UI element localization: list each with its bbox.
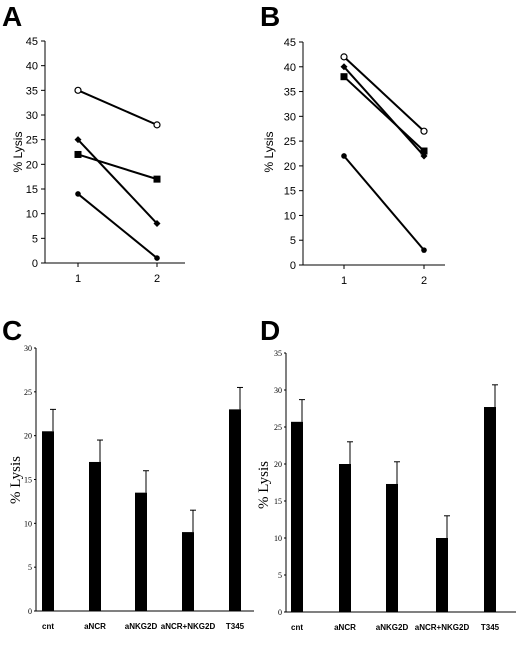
bar <box>182 532 194 611</box>
panel-letter-b: B <box>260 1 280 32</box>
x-tick-label: 1 <box>75 273 81 285</box>
y-tick-label: 40 <box>26 61 38 73</box>
x-tick-label: 2 <box>154 273 160 285</box>
data-point <box>340 53 348 61</box>
bar <box>229 409 241 611</box>
bar <box>436 538 448 612</box>
y-tick-label: 20 <box>24 432 32 441</box>
y-tick-label: 5 <box>32 233 38 245</box>
category-label: T345 <box>481 623 500 632</box>
data-point <box>340 63 348 71</box>
y-tick-label: 15 <box>284 186 296 198</box>
y-tick-label: 35 <box>284 87 296 99</box>
data-point <box>421 247 427 253</box>
category-label: aNKG2D <box>125 622 158 631</box>
y-tick-label: 40 <box>284 62 296 74</box>
chart-a: 0 5 10 15 20 25 30 35 40 45 1 2 % Lysis <box>11 36 185 285</box>
chart-d: 0 5 10 15 20 25 30 35 % Lysis cnt aNCR aNKG2D aNCR+N… <box>256 349 516 632</box>
y-tick-label: 15 <box>274 497 282 506</box>
bar <box>42 431 54 611</box>
y-tick-label: 0 <box>28 607 32 616</box>
data-point <box>420 127 428 135</box>
y-tick-label: 25 <box>274 423 282 432</box>
x-tick-label: 2 <box>421 275 427 287</box>
series-line <box>343 75 425 152</box>
bar <box>484 407 496 612</box>
y-axis-label: % Lysis <box>11 132 25 173</box>
series-line <box>77 138 158 225</box>
y-tick-label: 20 <box>26 159 38 171</box>
category-label: T345 <box>226 622 245 631</box>
series-line <box>343 155 425 251</box>
y-tick-label: 15 <box>24 476 32 485</box>
data-point <box>74 136 82 144</box>
y-tick-label: 20 <box>274 460 282 469</box>
panel-letter-c: C <box>2 315 22 346</box>
data-point <box>74 150 82 158</box>
y-tick-label: 30 <box>26 110 38 122</box>
data-point <box>75 191 81 197</box>
y-tick-label: 25 <box>24 388 32 397</box>
series-line <box>343 66 425 157</box>
y-tick-label: 0 <box>278 608 282 617</box>
bar <box>89 461 101 611</box>
panel-letter-d: D <box>260 315 280 346</box>
y-tick-label: 25 <box>26 135 38 147</box>
data-point <box>154 255 160 261</box>
data-point <box>153 175 161 183</box>
y-axis-label: % Lysis <box>256 461 272 509</box>
y-tick-label: 5 <box>278 571 282 580</box>
y-tick-label: 45 <box>284 37 296 49</box>
category-label: aNCR <box>334 623 356 632</box>
category-label: aNCR <box>84 622 106 631</box>
x-tick-label: 1 <box>341 275 347 287</box>
y-tick-label: 35 <box>274 349 282 358</box>
y-axis-label: % Lysis <box>8 456 24 504</box>
bar <box>386 483 398 612</box>
data-point <box>420 147 428 155</box>
category-label: aNCR+NKG2D <box>415 623 470 632</box>
data-point <box>153 121 161 129</box>
y-tick-label: 15 <box>26 184 38 196</box>
y-tick-label: 25 <box>284 136 296 148</box>
bar <box>135 492 147 611</box>
chart-c: 0 5 10 15 20 25 30 % Lysis cnt aNCR aNKG2D aNCR+NKG… <box>8 344 254 631</box>
panel-letter-a: A <box>2 1 22 32</box>
data-point <box>153 220 161 228</box>
y-axis-label: % Lysis <box>262 132 276 173</box>
series-line <box>77 193 158 259</box>
y-tick-label: 20 <box>284 161 296 173</box>
chart-b: 0 5 10 15 20 25 30 35 40 45 1 2 % Lysis <box>262 37 445 287</box>
y-tick-label: 0 <box>290 260 296 272</box>
y-tick-label: 10 <box>26 209 38 221</box>
category-label: aNKG2D <box>376 623 409 632</box>
y-tick-label: 10 <box>274 534 282 543</box>
data-point <box>74 86 82 94</box>
data-point <box>340 73 348 81</box>
y-tick-label: 30 <box>24 344 32 353</box>
y-tick-label: 30 <box>284 111 296 123</box>
y-tick-label: 30 <box>274 386 282 395</box>
y-tick-label: 5 <box>290 235 296 247</box>
category-label: cnt <box>42 622 54 631</box>
category-label: aNCR+NKG2D <box>161 622 216 631</box>
bar <box>339 464 351 612</box>
series-line <box>343 56 425 132</box>
y-tick-label: 0 <box>32 258 38 270</box>
bar <box>291 421 303 612</box>
y-tick-label: 5 <box>28 563 32 572</box>
series-line <box>77 153 158 181</box>
category-label: cnt <box>291 623 303 632</box>
y-tick-label: 45 <box>26 36 38 48</box>
data-point <box>341 153 347 159</box>
series-line <box>77 89 158 126</box>
y-tick-label: 35 <box>26 85 38 97</box>
y-tick-label: 10 <box>284 210 296 222</box>
y-tick-label: 10 <box>24 519 32 528</box>
